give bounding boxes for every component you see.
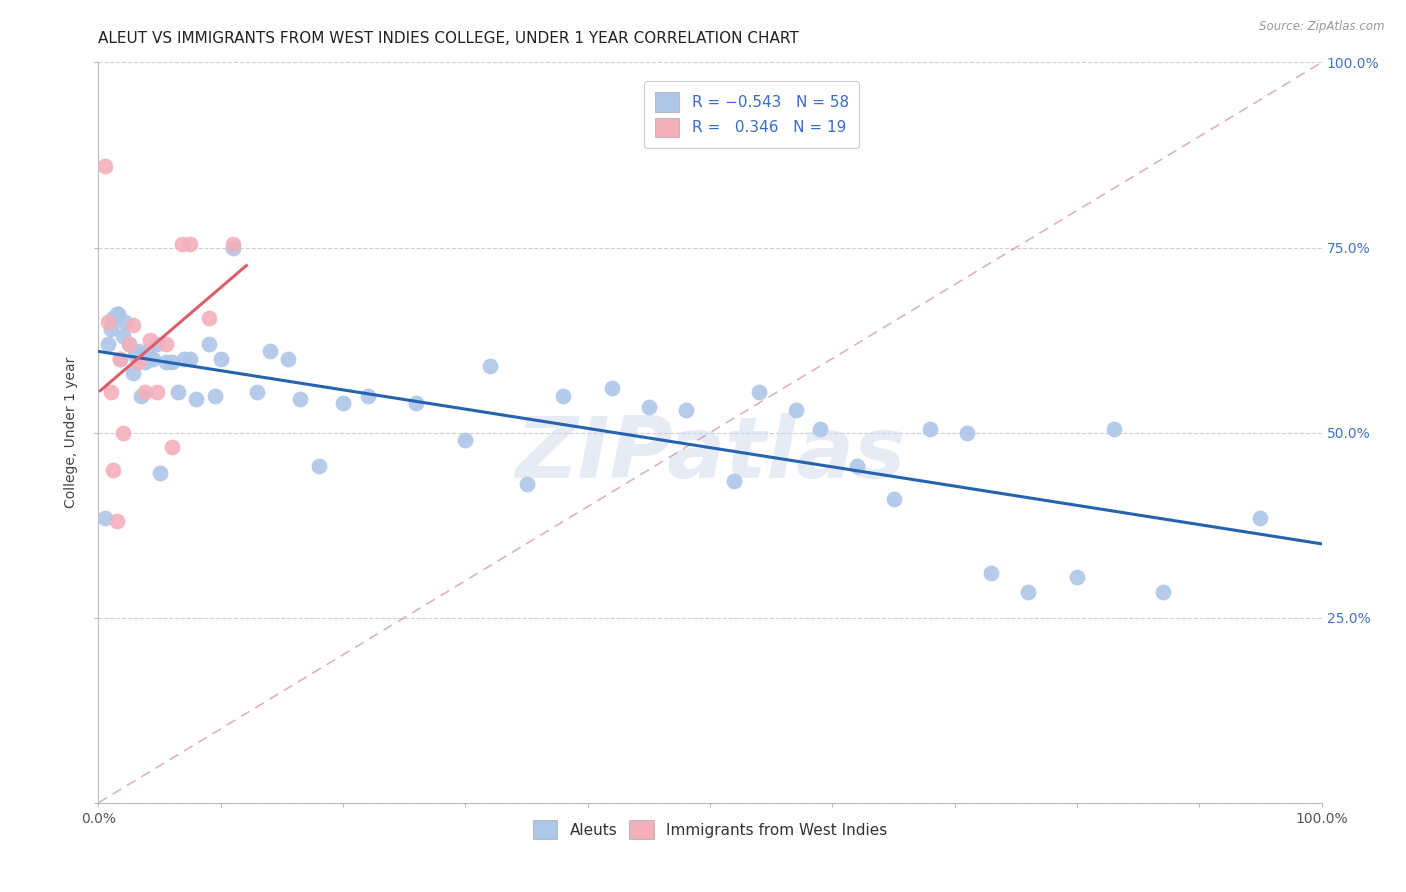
Point	[600, 381, 623, 395]
Point	[515, 477, 537, 491]
Point	[124, 348, 146, 362]
Point	[883, 492, 905, 507]
Point	[100, 322, 122, 336]
Point	[980, 566, 1002, 581]
Point	[454, 433, 477, 447]
Point	[1249, 510, 1271, 524]
Point	[277, 351, 299, 366]
Point	[97, 336, 120, 351]
Point	[110, 351, 132, 366]
Point	[129, 388, 152, 402]
Point	[204, 388, 226, 402]
Point	[97, 314, 120, 328]
Point	[259, 344, 281, 359]
Point	[121, 318, 143, 333]
Point	[308, 458, 330, 473]
Point	[167, 384, 190, 399]
Point	[114, 314, 136, 328]
Point	[1017, 584, 1039, 599]
Point	[93, 159, 115, 173]
Point	[785, 403, 807, 417]
Point	[675, 403, 697, 417]
Y-axis label: College, Under 1 year: College, Under 1 year	[65, 357, 79, 508]
Point	[808, 422, 831, 436]
Point	[146, 336, 169, 351]
Point	[155, 336, 177, 351]
Point	[179, 351, 201, 366]
Point	[1152, 584, 1174, 599]
Point	[101, 462, 124, 476]
Point	[101, 310, 124, 325]
Text: Source: ZipAtlas.com: Source: ZipAtlas.com	[1260, 20, 1385, 33]
Point	[197, 310, 219, 325]
Point	[956, 425, 979, 440]
Point	[111, 329, 134, 343]
Point	[146, 384, 169, 399]
Point	[637, 400, 661, 414]
Point	[197, 336, 219, 351]
Point	[173, 351, 195, 366]
Point	[110, 351, 132, 366]
Point	[356, 388, 378, 402]
Point	[222, 236, 245, 251]
Point	[170, 236, 193, 251]
Point	[920, 422, 942, 436]
Point	[100, 384, 122, 399]
Point	[845, 458, 868, 473]
Point	[478, 359, 501, 373]
Point	[290, 392, 312, 407]
Point	[134, 355, 156, 369]
Point	[179, 236, 201, 251]
Point	[155, 355, 177, 369]
Text: ALEUT VS IMMIGRANTS FROM WEST INDIES COLLEGE, UNDER 1 YEAR CORRELATION CHART: ALEUT VS IMMIGRANTS FROM WEST INDIES COL…	[98, 31, 799, 46]
Point	[136, 344, 159, 359]
Point	[127, 355, 149, 369]
Point	[93, 510, 115, 524]
Point	[118, 336, 141, 351]
Point	[209, 351, 232, 366]
Point	[105, 307, 128, 321]
Point	[405, 396, 427, 410]
Point	[332, 396, 354, 410]
Point	[246, 384, 269, 399]
Point	[1066, 570, 1088, 584]
Point	[149, 467, 172, 481]
Point	[127, 344, 149, 359]
Point	[107, 307, 129, 321]
Point	[118, 336, 141, 351]
Point	[160, 355, 183, 369]
Point	[723, 474, 745, 488]
Text: ZIPatlas: ZIPatlas	[515, 413, 905, 496]
Point	[1102, 422, 1125, 436]
Point	[134, 384, 156, 399]
Point	[111, 425, 134, 440]
Point	[186, 392, 208, 407]
Point	[139, 333, 162, 347]
Legend: Aleuts, Immigrants from West Indies: Aleuts, Immigrants from West Indies	[524, 812, 896, 847]
Point	[160, 441, 183, 455]
Point	[748, 384, 770, 399]
Point	[105, 515, 128, 529]
Point	[142, 351, 165, 366]
Point	[121, 367, 143, 381]
Point	[553, 388, 575, 402]
Point	[222, 240, 245, 255]
